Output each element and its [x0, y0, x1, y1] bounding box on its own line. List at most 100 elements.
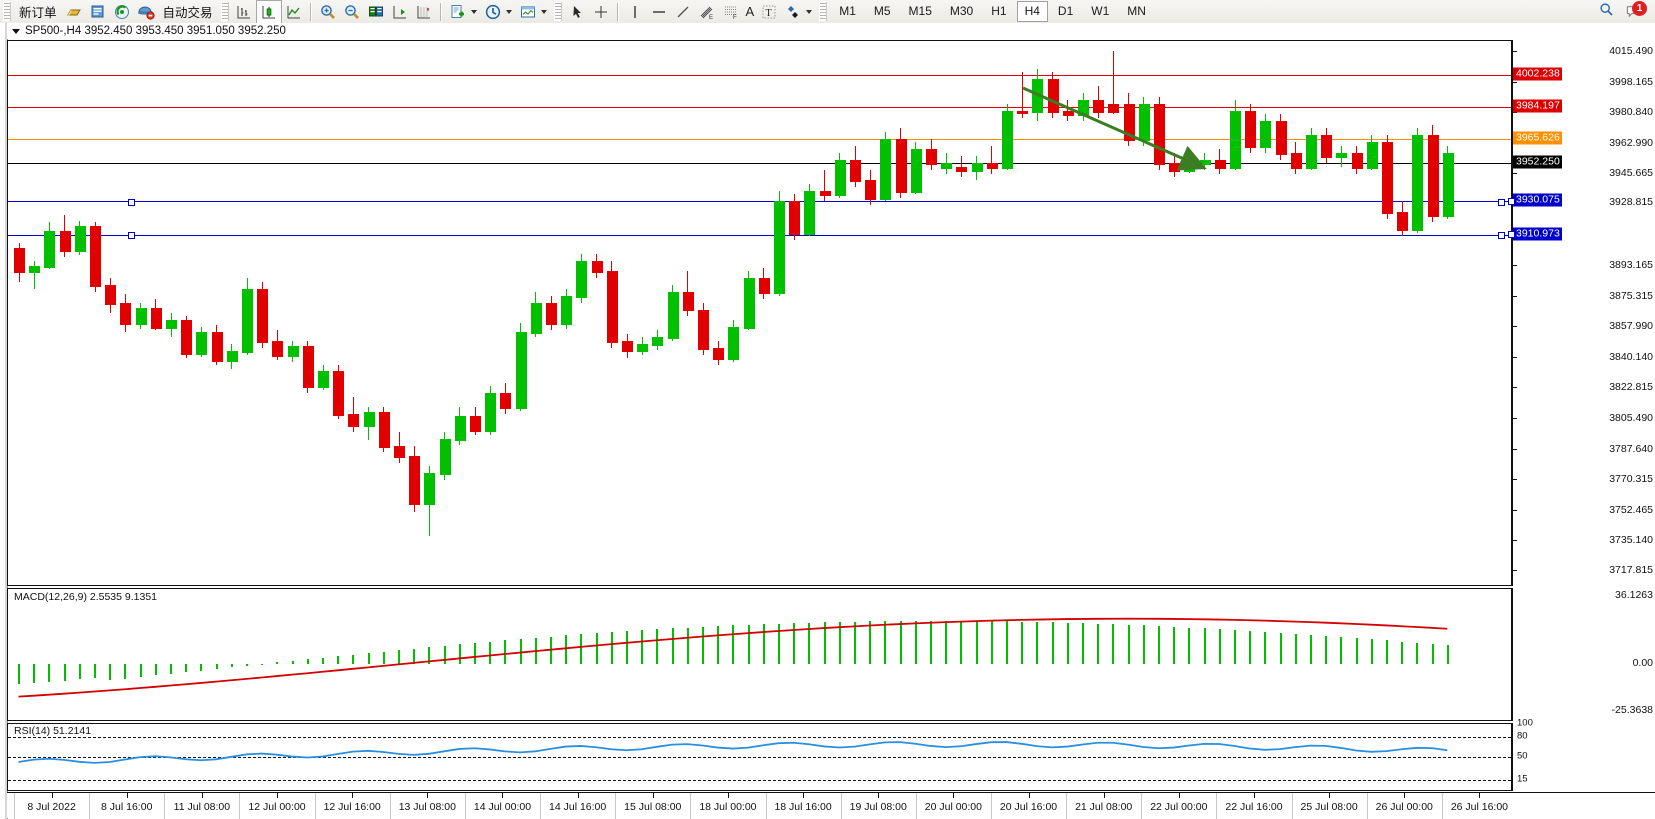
level-anchor[interactable]	[1498, 232, 1505, 240]
time-axis-label: 25 Jul 08:00	[1300, 801, 1358, 813]
price-tag-anchor[interactable]	[1508, 197, 1515, 205]
toolbar-grip-4[interactable]	[819, 2, 828, 21]
rsi-level-15	[8, 780, 1511, 782]
auto-trading-button[interactable]: 自动交易	[158, 1, 218, 23]
candle-body	[485, 393, 497, 432]
timeframe-m5[interactable]: M5	[873, 4, 891, 18]
signal-icon[interactable]	[110, 1, 134, 23]
cursor-icon[interactable]	[565, 1, 589, 23]
candle-body	[1290, 152, 1302, 169]
axis-tick-mark	[1513, 540, 1517, 542]
zoom-in-icon[interactable]	[316, 1, 340, 23]
macd-histogram-bar	[702, 626, 704, 664]
rsi-pane[interactable]: RSI(14) 51.2141	[7, 723, 1512, 791]
time-tick-mark	[803, 793, 805, 798]
macd-histogram-bar	[109, 663, 112, 681]
search-icon[interactable]	[1598, 1, 1615, 23]
price-tag-resistance[interactable]: 3984.197	[1513, 99, 1562, 113]
price-tag-support[interactable]: 3930.075	[1513, 193, 1562, 207]
candle-body	[409, 455, 421, 506]
notifications-icon[interactable]: 1	[1625, 1, 1647, 20]
timeframe-h4[interactable]: H4	[1016, 1, 1048, 22]
text-label-icon[interactable]: T	[757, 1, 781, 23]
chart-collapse-icon[interactable]	[12, 28, 20, 34]
level-anchor[interactable]	[128, 232, 135, 240]
level-anchor[interactable]	[128, 198, 135, 206]
macd-histogram-bar	[1036, 622, 1039, 664]
macd-pane[interactable]: MACD(12,26,9) 2.5535 9.1351	[7, 588, 1512, 721]
fibonacci-icon[interactable]: F	[719, 1, 743, 23]
price-tag-anchor[interactable]	[1508, 231, 1515, 239]
grid-icon[interactable]	[412, 1, 436, 23]
price-axis[interactable]: 4015.490 3998.165 3980.840 3962.990 3945.665…	[1508, 40, 1655, 586]
zoom-out-icon[interactable]	[340, 1, 364, 23]
time-axis-label: 13 Jul 08:00	[398, 801, 456, 813]
bar-chart-icon[interactable]	[232, 1, 256, 23]
toolbar-grip-2[interactable]	[220, 2, 229, 21]
new-order-button[interactable]: 新订单	[14, 1, 62, 23]
crosshair-icon[interactable]	[589, 1, 613, 23]
candle-body	[1230, 110, 1241, 169]
time-tick-mark	[352, 793, 354, 798]
time-axis-label: 18 Jul 16:00	[774, 801, 832, 813]
macd-histogram-bar	[808, 622, 811, 664]
period-dropdown-caret[interactable]	[505, 9, 512, 14]
price-tag-resistance[interactable]: 4002.238	[1513, 67, 1562, 81]
candle-body	[120, 302, 132, 326]
timeframe-mn[interactable]: MN	[1127, 4, 1146, 18]
timeframe-m1[interactable]: M1	[839, 4, 856, 18]
trendline-icon[interactable]	[671, 1, 695, 23]
terminal-icon[interactable]	[86, 1, 110, 23]
price-level-line-3910.973[interactable]	[8, 234, 1511, 236]
vertical-line-icon[interactable]	[623, 1, 647, 23]
timeframe-m30[interactable]: M30	[949, 4, 974, 18]
equidistant-channel-icon[interactable]: E	[695, 1, 719, 23]
shift-end-icon[interactable]	[388, 1, 412, 23]
time-axis[interactable]: 8 Jul 2022 8 Jul 16:00 11 Jul 08:00 12 Jul …	[7, 792, 1655, 819]
timeframe-m15[interactable]: M15	[908, 4, 932, 18]
price-level-line-3984.197[interactable]	[8, 106, 1511, 108]
indicators-icon[interactable]	[516, 1, 540, 23]
candle-body	[272, 340, 284, 357]
timeframe-d1[interactable]: D1	[1057, 4, 1074, 18]
candle-body	[333, 370, 345, 417]
macd-histogram-bar	[975, 621, 978, 664]
price-tag-current-price[interactable]: 3952.250	[1513, 155, 1562, 169]
timeframe-h1[interactable]: H1	[991, 4, 1007, 18]
shapes-dropdown-caret[interactable]	[806, 9, 813, 14]
indicators-dropdown-caret[interactable]	[540, 9, 547, 14]
toolbar-grip[interactable]	[3, 2, 11, 21]
time-grid-separator	[14, 793, 15, 819]
gold-bar-icon[interactable]	[62, 1, 86, 23]
toolbar-grip-3[interactable]	[553, 2, 562, 21]
candle-body	[105, 285, 117, 305]
macd-histogram-bar	[352, 654, 355, 664]
new-chart-dropdown-caret[interactable]	[470, 9, 477, 14]
candle-wick	[1021, 72, 1023, 118]
candle-body	[424, 473, 436, 506]
price-chart-pane[interactable]	[7, 40, 1512, 586]
candlestick-chart-icon[interactable]	[255, 0, 282, 24]
macd-histogram-bar	[398, 650, 400, 664]
price-level-line-3930.075[interactable]	[8, 201, 1511, 203]
timeframe-w1[interactable]: W1	[1091, 4, 1110, 18]
price-level-line-3952.250[interactable]	[8, 162, 1511, 164]
svg-text:F: F	[733, 15, 737, 21]
line-chart-icon[interactable]	[282, 1, 306, 23]
period-clock-icon[interactable]	[481, 1, 505, 23]
price-level-line-3965.626[interactable]	[8, 139, 1511, 141]
tile-windows-icon[interactable]	[364, 1, 388, 23]
price-level-line-4002.238[interactable]	[8, 75, 1511, 77]
text-icon[interactable]: A	[745, 4, 755, 19]
shapes-icon[interactable]	[781, 1, 805, 23]
time-tick-mark	[1404, 793, 1406, 798]
time-grid-separator	[1141, 793, 1143, 819]
price-tag-support[interactable]: 3910.973	[1513, 227, 1562, 241]
expert-advisor-icon[interactable]	[134, 1, 158, 23]
candle-body	[1275, 121, 1287, 155]
new-chart-icon[interactable]	[446, 1, 470, 23]
price-tag-pivot[interactable]: 3965.626	[1513, 131, 1562, 145]
level-anchor[interactable]	[1498, 198, 1505, 206]
candle-body	[1412, 135, 1424, 232]
horizontal-line-icon[interactable]	[647, 1, 671, 23]
